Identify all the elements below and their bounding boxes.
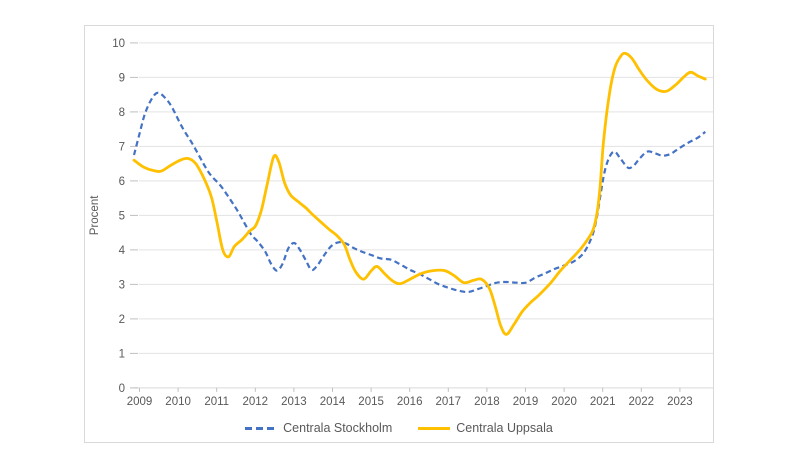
gridlines bbox=[139, 42, 713, 354]
x-tick-label: 2014 bbox=[320, 396, 346, 408]
x-tick-label: 2019 bbox=[513, 396, 539, 408]
series-line-centrala-stockholm bbox=[132, 91, 706, 294]
y-tick-label: 10 bbox=[112, 38, 125, 50]
series-line-centrala-uppsala bbox=[132, 51, 707, 336]
legend-item-uppsala: Centrala Uppsala bbox=[418, 422, 553, 435]
y-tick-label: 3 bbox=[119, 279, 125, 291]
x-tick-label: 2020 bbox=[551, 396, 577, 408]
x-tick-label: 2015 bbox=[358, 396, 384, 408]
x-axis: 2009 2010 2011 2012 2013 2014 2015 2016 2017 2018… bbox=[127, 387, 693, 408]
y-tick-label: 4 bbox=[119, 245, 126, 257]
x-tick-label: 2011 bbox=[204, 396, 229, 408]
x-tick-label: 2021 bbox=[590, 396, 616, 408]
legend-item-stockholm: Centrala Stockholm bbox=[245, 422, 392, 435]
y-tick-label: 7 bbox=[119, 141, 125, 153]
y-tick-label: 8 bbox=[119, 107, 125, 119]
chart-legend: Centrala Stockholm Centrala Uppsala bbox=[85, 419, 713, 437]
y-tick-label: 2 bbox=[119, 314, 125, 326]
x-tick-label: 2018 bbox=[474, 396, 500, 408]
y-axis: 0 1 2 3 4 5 6 7 8 9 10 bbox=[112, 38, 138, 395]
y-tick-label: 5 bbox=[119, 210, 125, 222]
y-tick-label: 0 bbox=[119, 383, 125, 395]
y-axis-title: Procent bbox=[89, 195, 101, 235]
legend-swatch-uppsala-solid-line bbox=[418, 426, 451, 430]
y-tick-label: 1 bbox=[119, 348, 125, 360]
x-tick-label: 2009 bbox=[127, 396, 153, 408]
x-tick-label: 2022 bbox=[629, 396, 655, 408]
x-tick-label: 2013 bbox=[281, 396, 307, 408]
y-tick-label: 9 bbox=[119, 72, 125, 84]
x-tick-label: 2010 bbox=[165, 396, 191, 408]
x-tick-label: 2023 bbox=[667, 396, 693, 408]
x-tick-label: 2012 bbox=[243, 396, 269, 408]
legend-label-uppsala: Centrala Uppsala bbox=[456, 420, 553, 435]
legend-label-stockholm: Centrala Stockholm bbox=[283, 420, 393, 435]
x-tick-label: 2017 bbox=[436, 396, 462, 408]
chart-container: 0 1 2 3 4 5 6 7 8 9 10 Procent 2009 2010 2011 2012 2013 2… bbox=[84, 25, 714, 443]
x-tick-label: 2016 bbox=[397, 396, 423, 408]
legend-swatch-stockholm-dashed-line bbox=[245, 426, 278, 430]
y-tick-label: 6 bbox=[119, 176, 125, 188]
